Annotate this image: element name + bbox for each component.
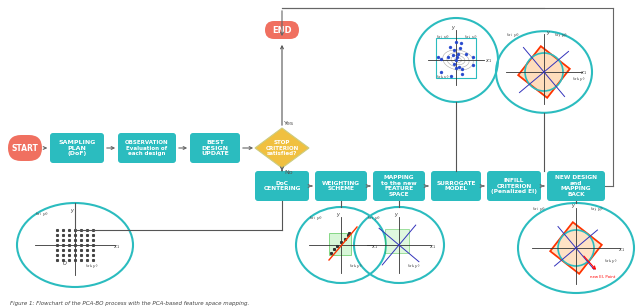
Text: END: END xyxy=(272,25,292,34)
Text: SURROGATE
MODEL: SURROGATE MODEL xyxy=(436,181,476,191)
Point xyxy=(467,62,477,67)
Text: INFILL
CRITERION
(Penalized EI): INFILL CRITERION (Penalized EI) xyxy=(491,178,537,194)
Polygon shape xyxy=(518,46,570,98)
Text: $(x_i,y_i)$: $(x_i,y_i)$ xyxy=(506,31,520,39)
Text: STOP
CRITERION
satisfied?: STOP CRITERION satisfied? xyxy=(266,140,299,156)
FancyBboxPatch shape xyxy=(265,21,299,39)
Point xyxy=(456,41,466,46)
Point xyxy=(461,52,471,56)
FancyBboxPatch shape xyxy=(431,171,481,201)
FancyBboxPatch shape xyxy=(8,135,42,161)
FancyBboxPatch shape xyxy=(373,171,425,201)
Text: $y$: $y$ xyxy=(394,211,399,219)
Text: $y$: $y$ xyxy=(337,211,342,219)
Point xyxy=(451,66,461,71)
Text: $(x_k,y)$: $(x_k,y)$ xyxy=(85,262,99,270)
Text: DoC
CENTERING: DoC CENTERING xyxy=(263,181,301,191)
Point xyxy=(451,39,461,44)
Point xyxy=(455,46,465,51)
Text: NEW DESIGN
and
MAPPING
BACK: NEW DESIGN and MAPPING BACK xyxy=(555,175,597,197)
Text: $(x_i,y_i)$: $(x_i,y_i)$ xyxy=(436,33,450,41)
Text: Figure 1: Flowchart of the PCA-BO process with the PCA-based feature space mappi: Figure 1: Flowchart of the PCA-BO proces… xyxy=(10,301,249,305)
Text: $(x_k,y)$: $(x_k,y)$ xyxy=(572,75,586,83)
Text: $x_1$: $x_1$ xyxy=(429,243,436,251)
Text: OBSERVATION
Evaluation of
each design: OBSERVATION Evaluation of each design xyxy=(125,140,169,156)
FancyBboxPatch shape xyxy=(385,229,409,253)
Point xyxy=(449,62,460,67)
Text: BEST
DESIGN
UPDATE: BEST DESIGN UPDATE xyxy=(201,140,229,156)
Point xyxy=(452,52,463,56)
Point xyxy=(451,57,461,62)
Text: $(x_i,y_i)$: $(x_i,y_i)$ xyxy=(532,205,546,213)
Text: START: START xyxy=(12,143,38,153)
Text: $(x_j,y_j)$: $(x_j,y_j)$ xyxy=(464,33,477,42)
Text: $x_1$: $x_1$ xyxy=(371,243,378,251)
Text: $x_1$: $x_1$ xyxy=(580,69,587,77)
Text: SAMPLING
PLAN
(DoF): SAMPLING PLAN (DoF) xyxy=(58,140,96,156)
Text: WEIGHTING
SCHEME: WEIGHTING SCHEME xyxy=(322,181,360,191)
Point xyxy=(456,72,467,76)
FancyBboxPatch shape xyxy=(547,171,605,201)
Text: $x_1$: $x_1$ xyxy=(618,246,625,254)
Text: $(x_i,y_i)$: $(x_i,y_i)$ xyxy=(309,214,323,222)
Text: $y$: $y$ xyxy=(451,24,456,32)
Text: new EI, Point: new EI, Point xyxy=(590,275,615,279)
Point xyxy=(457,66,467,71)
Point xyxy=(443,54,453,59)
Text: $x_1$: $x_1$ xyxy=(113,243,120,251)
Text: $x_1$: $x_1$ xyxy=(485,57,492,65)
Text: $(x_k,y)$: $(x_k,y)$ xyxy=(436,73,450,81)
Text: $(x_i,y_i)$: $(x_i,y_i)$ xyxy=(35,210,49,218)
Point xyxy=(436,69,447,74)
Point xyxy=(448,52,458,57)
Point xyxy=(449,48,459,53)
Text: $(x_i,y_i)$: $(x_i,y_i)$ xyxy=(367,214,381,222)
FancyBboxPatch shape xyxy=(50,133,104,163)
Point xyxy=(452,55,462,60)
Text: $y$: $y$ xyxy=(546,29,551,37)
FancyBboxPatch shape xyxy=(487,171,541,201)
Point xyxy=(436,56,446,61)
FancyBboxPatch shape xyxy=(315,171,367,201)
Polygon shape xyxy=(255,128,309,168)
Text: $y$: $y$ xyxy=(572,202,577,210)
Point xyxy=(454,64,464,69)
Text: No: No xyxy=(284,170,292,175)
Text: $(x_k,y)$: $(x_k,y)$ xyxy=(407,262,420,270)
Point xyxy=(468,54,478,59)
Text: $(x_k,y)$: $(x_k,y)$ xyxy=(349,262,363,270)
FancyBboxPatch shape xyxy=(118,133,176,163)
Point xyxy=(446,74,456,79)
Text: $(x_j,y_j)$: $(x_j,y_j)$ xyxy=(590,205,604,214)
Polygon shape xyxy=(550,222,602,274)
FancyBboxPatch shape xyxy=(255,171,309,201)
Text: MAPPING
to the new
FEATURE
SPACE: MAPPING to the new FEATURE SPACE xyxy=(381,175,417,197)
Text: $O$: $O$ xyxy=(62,259,68,267)
Point xyxy=(433,54,444,59)
Text: Yes: Yes xyxy=(284,121,294,126)
Point xyxy=(445,44,455,49)
Text: $(x_j,y_j)$: $(x_j,y_j)$ xyxy=(554,31,568,40)
FancyBboxPatch shape xyxy=(329,233,351,255)
Text: $(x_k,y)$: $(x_k,y)$ xyxy=(604,257,618,265)
FancyBboxPatch shape xyxy=(190,133,240,163)
Text: $y$: $y$ xyxy=(70,207,76,215)
